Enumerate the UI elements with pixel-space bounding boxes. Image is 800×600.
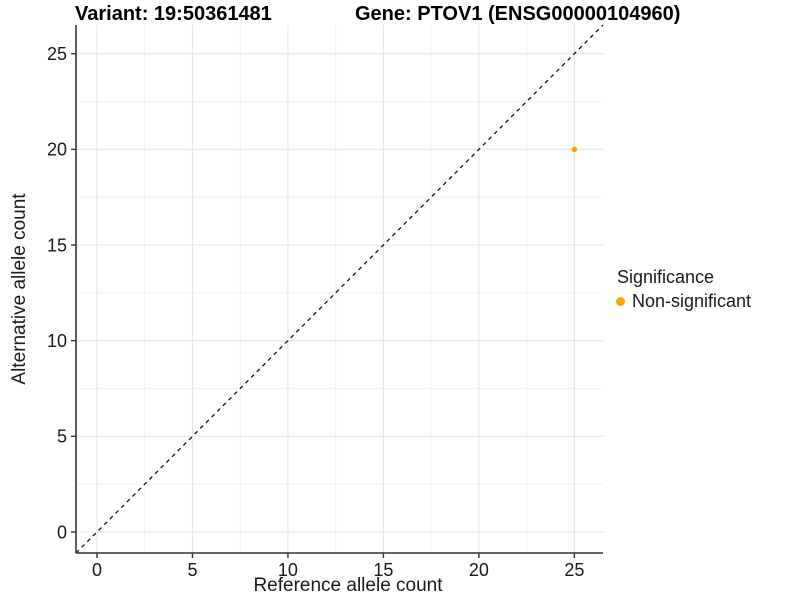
plot-title-gene: Gene: PTOV1 (ENSG00000104960) xyxy=(355,3,681,25)
y-tick-label: 5 xyxy=(57,427,67,447)
y-tick-label: 15 xyxy=(47,235,67,255)
legend-item-label: Non-significant xyxy=(632,290,752,311)
x-tick-label: 10 xyxy=(278,560,298,580)
data-point xyxy=(571,146,578,153)
x-tick-label: 5 xyxy=(187,560,197,580)
x-axis-title: Reference allele count xyxy=(253,575,443,596)
x-tick-label: 25 xyxy=(564,560,584,580)
y-tick-label: 10 xyxy=(47,331,67,351)
y-tick-label: 0 xyxy=(57,522,67,542)
plot-title-variant: Variant: 19:50361481 xyxy=(75,3,272,25)
y-axis-title: Alternative allele count xyxy=(9,193,30,385)
y-tick-label: 20 xyxy=(47,140,67,160)
y-tick-label: 25 xyxy=(47,44,67,64)
x-tick-label: 20 xyxy=(469,560,489,580)
x-tick-label: 0 xyxy=(92,560,102,580)
x-axis-title-wrap: Reference allele count xyxy=(0,575,680,597)
identity-dashed-line xyxy=(75,24,604,554)
legend-item: Non-significant xyxy=(612,290,751,312)
legend: Significance Non-significant xyxy=(612,266,751,312)
legend-title: Significance xyxy=(617,267,715,287)
x-tick-label: 15 xyxy=(373,560,393,580)
legend-point-icon xyxy=(616,296,625,306)
